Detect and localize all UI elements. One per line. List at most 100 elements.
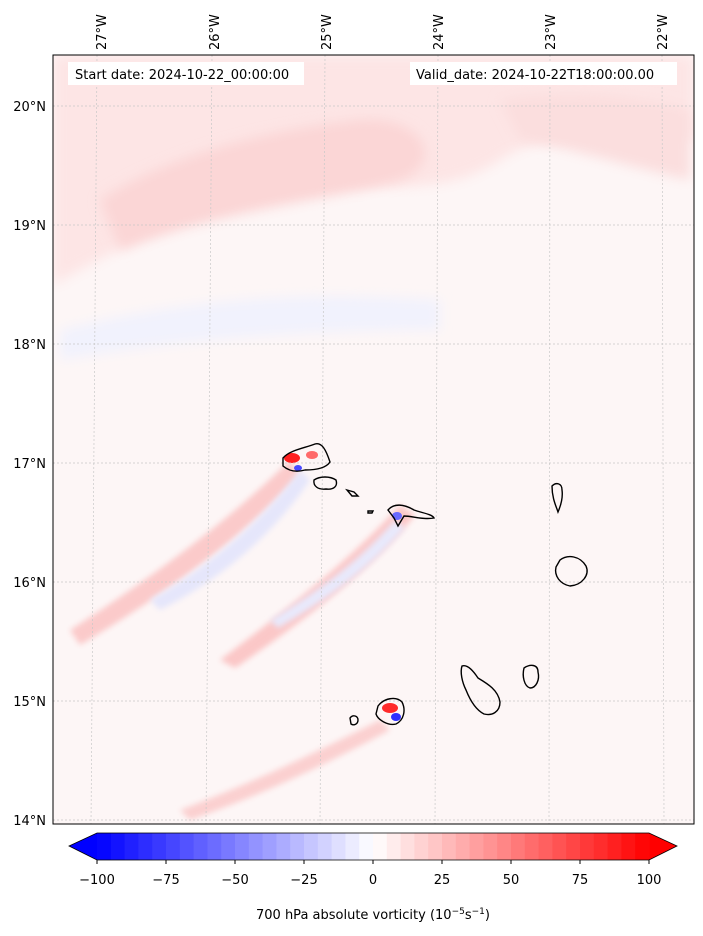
lon-label-27w: 27°W (95, 14, 110, 50)
colorbar-tick-label: 100 (637, 873, 662, 888)
valid-date-box (410, 62, 677, 85)
colorbar-tick-label: −100 (79, 873, 115, 888)
colorbar-segment (262, 833, 277, 860)
colorbar-tick-label: −75 (152, 873, 179, 888)
colorbar-segment (290, 833, 305, 860)
colorbar-segment (110, 833, 126, 860)
island-sal (551, 482, 563, 514)
colorbar-extend-min (69, 833, 97, 860)
colorbar-segment (373, 833, 388, 860)
island-sao-nicolau (387, 504, 436, 528)
colorbar-segment (166, 833, 181, 860)
vorticity-positive-patch-ne (500, 94, 690, 180)
lat-label-15n: 15°N (13, 695, 46, 710)
colorbar-segment (235, 833, 250, 860)
vorticity-max-fogo (382, 703, 398, 713)
colorbar-segment (152, 833, 167, 860)
colorbar-segment (400, 833, 415, 860)
colorbar: −100 −75 −50 −25 0 25 50 75 100 700 hPa absolute… (68, 832, 678, 923)
colorbar-segment (552, 833, 567, 860)
colorbar-segment (580, 833, 595, 860)
vorticity-max-santo-antao-2 (306, 451, 318, 459)
lon-label-23w: 23°W (544, 14, 559, 50)
colorbar-segment (345, 833, 360, 860)
colorbar-segment (317, 833, 333, 860)
vorticity-max-santo-antao (284, 453, 300, 463)
island-brava (349, 715, 359, 726)
lat-label-18n: 18°N (13, 338, 46, 353)
colorbar-segment (207, 833, 222, 860)
lat-label-19n: 19°N (13, 219, 46, 234)
colorbar-segment (414, 833, 429, 860)
colorbar-segment (138, 833, 153, 860)
colorbar-segment (386, 833, 402, 860)
colorbar-segment (607, 833, 622, 860)
colorbar-segment (538, 833, 553, 860)
lon-label-26w: 26°W (208, 14, 223, 50)
vorticity-wake-north-2 (150, 470, 310, 610)
colorbar-tick-label: −25 (290, 873, 317, 888)
colorbar-segment (469, 833, 484, 860)
colorbar-segments (69, 833, 677, 860)
colorbar-segment (635, 833, 650, 860)
vorticity-wake-north-1 (70, 460, 300, 645)
colorbar-segment (455, 833, 471, 860)
latitude-labels: 20°N 19°N 18°N 17°N 16°N 15°N 14°N (13, 100, 46, 829)
vorticity-min-fogo (391, 713, 401, 721)
island-santa-luzia (345, 488, 360, 497)
colorbar-segment (124, 833, 139, 860)
colorbar-segment (179, 833, 195, 860)
colorbar-segment (248, 833, 264, 860)
colorbar-extend-max (649, 833, 677, 860)
vorticity-positive-patch-nw (100, 119, 426, 250)
island-branco (367, 510, 375, 514)
vorticity-wake-central (220, 505, 415, 668)
lat-label-20n: 20°N (13, 100, 46, 115)
colorbar-segment (497, 833, 512, 860)
island-boa-vista (554, 555, 588, 587)
island-fogo (375, 697, 405, 726)
colorbar-segment (276, 833, 291, 860)
colorbar-tick-label: 50 (503, 873, 520, 888)
colorbar-tick-label: 0 (369, 873, 377, 888)
map-frame (52, 54, 695, 825)
colorbar-segment (359, 833, 374, 860)
vorticity-wake-south (180, 720, 390, 820)
lon-label-25w: 25°W (320, 14, 335, 50)
colorbar-segment (428, 833, 443, 860)
colorbar-segment (511, 833, 526, 860)
longitude-labels: 27°W 26°W 25°W 24°W 23°W 22°W (95, 14, 671, 50)
valid-date-text: Valid_date: 2024-10-22T18:00:00.00 (416, 68, 654, 83)
gridlines (53, 55, 694, 824)
colorbar-ticks: −100 −75 −50 −25 0 25 50 75 100 (79, 860, 661, 888)
lat-label-16n: 16°N (13, 576, 46, 591)
colorbar-segment (621, 833, 636, 860)
vorticity-min-santo-antao (294, 465, 302, 471)
colorbar-segment (524, 833, 540, 860)
vorticity-field (53, 55, 694, 824)
island-sao-vicente (313, 476, 338, 490)
lon-label-24w: 24°W (432, 14, 447, 50)
coastlines (282, 443, 588, 726)
colorbar-segment (221, 833, 236, 860)
island-santiago (460, 665, 501, 716)
colorbar-segment (97, 833, 112, 860)
colorbar-segment (193, 833, 208, 860)
start-date-box (68, 62, 304, 85)
colorbar-tick-label: −50 (221, 873, 248, 888)
lon-label-22w: 22°W (656, 14, 671, 50)
colorbar-segment (331, 833, 346, 860)
vorticity-wake-central-neg (270, 520, 405, 628)
colorbar-tick-label: 25 (434, 873, 451, 888)
colorbar-segment (566, 833, 581, 860)
colorbar-label: 700 hPa absolute vorticity (10−5s−1) (256, 907, 490, 923)
colorbar-segment (442, 833, 457, 860)
island-santo-antao (282, 443, 331, 472)
vorticity-min-sao-nicolau (392, 512, 402, 520)
start-date-text: Start date: 2024-10-22_00:00:00 (75, 68, 289, 83)
colorbar-tick-label: 75 (572, 873, 589, 888)
island-maio (522, 664, 540, 689)
colorbar-segment (593, 833, 609, 860)
lat-label-14n: 14°N (13, 814, 46, 829)
